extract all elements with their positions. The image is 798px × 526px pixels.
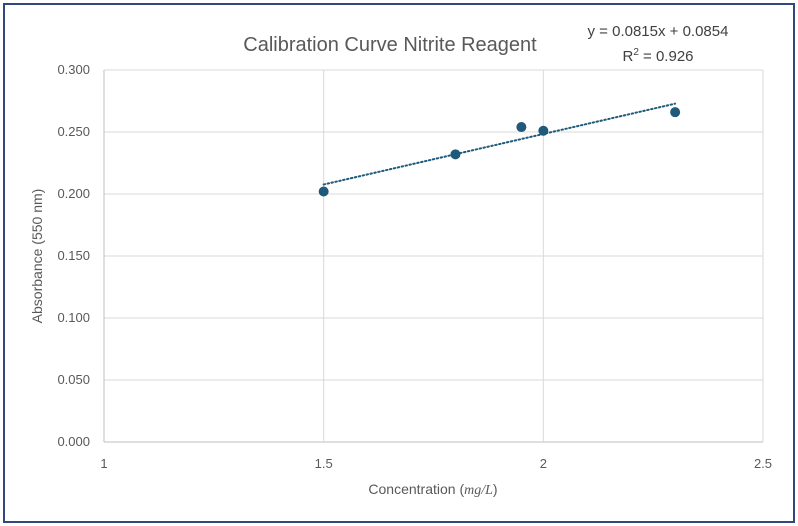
data-point (318, 186, 329, 197)
r-squared-label: R2 = 0.926 (622, 47, 693, 65)
x-axis-label-prefix: Concentration ( (368, 481, 464, 497)
chart-frame (3, 3, 795, 523)
x-axis-label: Concentration (mg/L) (368, 481, 497, 498)
trendline-equation: y = 0.0815x + 0.0854 (588, 23, 729, 40)
data-point (538, 125, 549, 136)
x-tick-label: 2.5 (754, 456, 772, 471)
y-axis-label: Absorbance (550 nm) (29, 189, 45, 324)
y-tick-label: 0.000 (57, 434, 90, 449)
tick-labels: 0.000 0.050 0.100 0.150 0.200 0.250 0.300 1 1.5 2… (57, 62, 772, 471)
y-tick-label: 0.150 (57, 248, 90, 263)
y-tick-label: 0.050 (57, 372, 90, 387)
data-point (450, 149, 461, 160)
y-tick-label: 0.100 (57, 310, 90, 325)
linear-trendline (322, 102, 677, 186)
grid-lines (103, 69, 764, 443)
chart-title: Calibration Curve Nitrite Reagent (243, 34, 537, 56)
y-tick-label: 0.300 (57, 62, 90, 77)
trendline-layer (322, 102, 677, 186)
x-axis-label-suffix: ) (493, 481, 498, 497)
x-tick-label: 2 (540, 456, 547, 471)
data-points (318, 107, 681, 197)
y-tick-label: 0.200 (57, 186, 90, 201)
x-tick-label: 1 (100, 456, 107, 471)
y-tick-label: 0.250 (57, 124, 90, 139)
data-point (516, 122, 527, 133)
data-point (670, 107, 681, 118)
r-squared-symbol: R (622, 48, 633, 65)
r-squared-value: = 0.926 (639, 48, 694, 65)
x-axis-label-unit: mg/L (464, 483, 493, 498)
x-tick-label: 1.5 (315, 456, 333, 471)
r-squared-superscript: 2 (633, 47, 639, 58)
